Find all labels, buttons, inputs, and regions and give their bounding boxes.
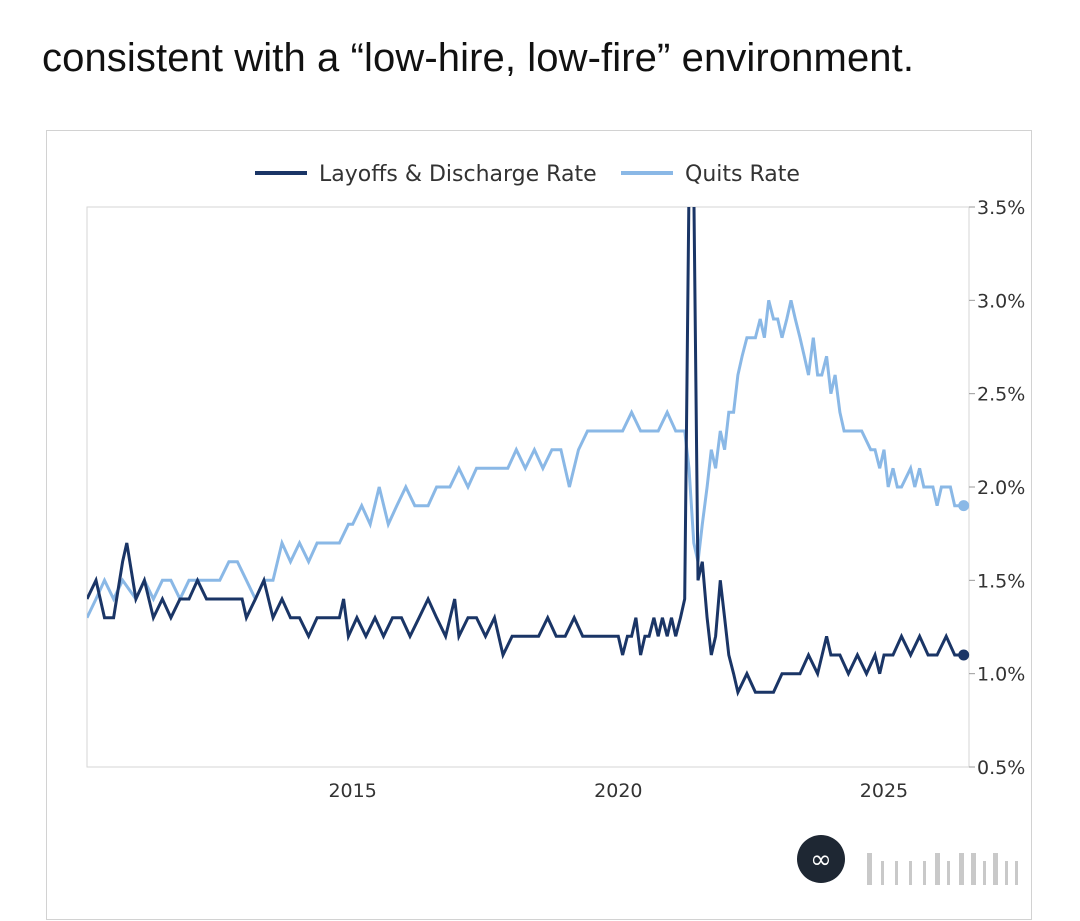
legend-label-layoffs: Layoffs & Discharge Rate: [319, 162, 597, 187]
infinity-logo-glyph: ∞: [810, 845, 832, 875]
chart-card: Layoffs & Discharge Rate Quits Rate 0.5%…: [46, 130, 1032, 920]
lead-text: consistent with a “low-hire, low-fire” e…: [42, 36, 915, 80]
series-end-point-layoffs: [958, 649, 970, 661]
series-end-point-quits: [958, 500, 970, 512]
y-tick-label: 1.5%: [977, 570, 1025, 592]
y-tick-label: 3.5%: [977, 197, 1025, 219]
x-tick-label: 2020: [594, 780, 642, 802]
x-axis: 2015 2020 2025: [328, 780, 908, 802]
y-axis: 0.5% 1.0% 1.5% 2.0% 2.5% 3.0% 3.5%: [969, 197, 1025, 779]
series-layer: [87, 207, 970, 697]
y-tick-label: 2.0%: [977, 477, 1025, 499]
y-tick-label: 2.5%: [977, 384, 1025, 406]
watermark: ∞: [797, 835, 1018, 885]
y-tick-label: 3.0%: [977, 290, 1025, 312]
watermark-bars-icon: [867, 853, 1018, 885]
chart-legend: Layoffs & Discharge Rate Quits Rate: [255, 162, 800, 187]
legend-item-layoffs: Layoffs & Discharge Rate: [255, 162, 597, 187]
plot-area-frame: [86, 206, 970, 768]
x-tick-label: 2015: [328, 780, 376, 802]
y-tick-label: 1.0%: [977, 664, 1025, 686]
x-tick-label: 2025: [860, 780, 908, 802]
legend-item-quits: Quits Rate: [621, 162, 800, 187]
line-chart: Layoffs & Discharge Rate Quits Rate 0.5%…: [86, 162, 1025, 885]
series-line-layoffs: [87, 207, 964, 697]
infinity-logo-icon: [797, 835, 845, 883]
series-line-quits: [87, 299, 964, 619]
legend-label-quits: Quits Rate: [685, 162, 800, 187]
y-tick-label: 0.5%: [977, 757, 1025, 779]
